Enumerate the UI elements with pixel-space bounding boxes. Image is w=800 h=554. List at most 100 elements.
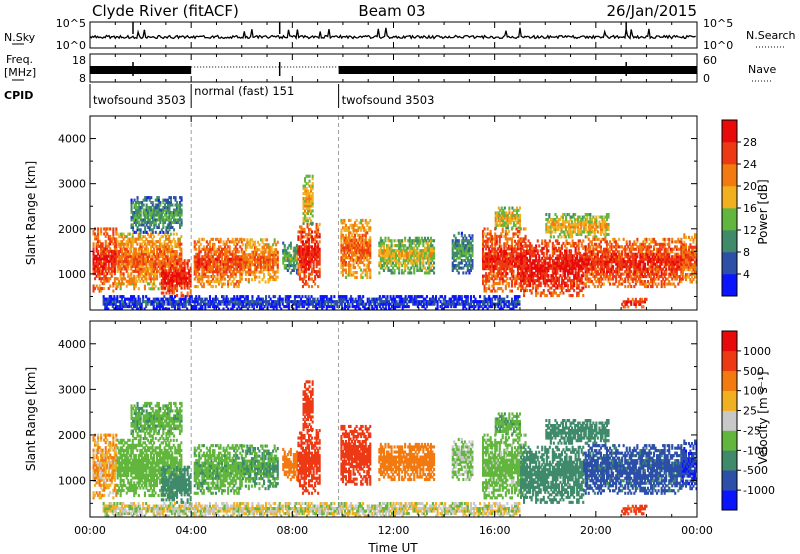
power-cell [363, 251, 366, 255]
power-cell [272, 278, 275, 282]
power-cell [425, 268, 428, 272]
power-cell [494, 277, 497, 281]
power-cell [366, 248, 369, 252]
power-cell [486, 287, 489, 291]
power-cell [607, 213, 610, 217]
power-cell [202, 282, 205, 286]
power-cell [147, 196, 150, 200]
power-cell [151, 242, 154, 246]
power-cell [147, 213, 150, 217]
power-cell [201, 270, 204, 274]
power-cell [343, 226, 346, 230]
power-cell [240, 260, 243, 264]
power-cell [469, 236, 472, 240]
power-cell [583, 260, 586, 264]
power-cell [315, 247, 318, 251]
power-cell [497, 206, 500, 210]
power-cell [211, 270, 214, 274]
power-cell [532, 246, 535, 250]
power-cell [516, 269, 519, 273]
power-cell [590, 272, 593, 276]
power-cell [180, 242, 183, 246]
power-cell [513, 257, 516, 261]
power-cell [160, 252, 163, 256]
power-cell [407, 261, 410, 265]
power-cell [228, 277, 231, 281]
power-cell [147, 215, 150, 219]
power-cell [295, 259, 298, 263]
power-cell [127, 255, 130, 259]
power-cell [582, 286, 585, 290]
power-cell [554, 276, 557, 280]
power-cell [224, 265, 227, 269]
power-cell [547, 256, 550, 260]
power-cell [564, 284, 567, 288]
power-cell [174, 284, 177, 288]
power-cell [118, 282, 121, 286]
power-cell [230, 275, 233, 279]
power-cell [466, 251, 469, 255]
power-cell [516, 264, 519, 268]
power-cell [92, 287, 95, 291]
power-cell [428, 264, 431, 268]
power-cell [521, 286, 524, 290]
power-cell [545, 213, 548, 217]
power-cell [428, 239, 431, 243]
power-cell [404, 261, 407, 265]
power-cell [560, 279, 563, 283]
power-cell [125, 284, 128, 288]
power-cell [109, 254, 112, 258]
power-cell [423, 236, 426, 240]
power-cell [141, 223, 144, 227]
power-cell [163, 281, 166, 285]
power-cell [584, 265, 587, 269]
power-cell [273, 250, 276, 254]
power-cell [208, 270, 211, 274]
power-cell [590, 240, 593, 244]
power-cell [185, 281, 188, 285]
power-cell [536, 291, 539, 295]
power-cell [162, 252, 165, 256]
power-cell [292, 264, 295, 268]
power-cell [510, 259, 513, 263]
power-cell [130, 206, 133, 210]
power-cell [599, 260, 602, 264]
power-cell [520, 261, 523, 265]
power-cell [506, 218, 509, 222]
power-cell [507, 262, 510, 266]
power-cell [488, 257, 491, 261]
power-cell [340, 251, 343, 255]
power-cell [300, 227, 303, 231]
power-cell [363, 233, 366, 237]
power-cell [103, 257, 106, 261]
power-cell [139, 272, 142, 276]
power-cell [463, 259, 466, 263]
power-cell [250, 278, 253, 282]
power-cell [503, 216, 506, 220]
power-cell [599, 240, 602, 244]
power-cell [183, 271, 186, 275]
power-cell [159, 218, 162, 222]
power-cell [168, 196, 171, 200]
power-cell [291, 268, 294, 272]
power-cell [239, 245, 242, 249]
power-cell [219, 267, 222, 271]
power-cell [416, 249, 419, 253]
power-cell [207, 262, 210, 266]
power-cell [341, 256, 344, 260]
power-cell [135, 213, 138, 217]
power-cell [228, 245, 231, 249]
power-cell [205, 240, 208, 244]
power-cell [517, 213, 520, 217]
power-cell [162, 271, 165, 275]
power-cell [315, 227, 318, 231]
power-cell [469, 256, 472, 260]
power-cell [497, 259, 500, 263]
power-cell [205, 267, 208, 271]
power-cell [315, 257, 318, 261]
power-cell [273, 278, 276, 282]
power-cell [306, 250, 309, 254]
power-cell [410, 241, 413, 245]
power-cell [341, 233, 344, 237]
power-cell [595, 270, 598, 274]
